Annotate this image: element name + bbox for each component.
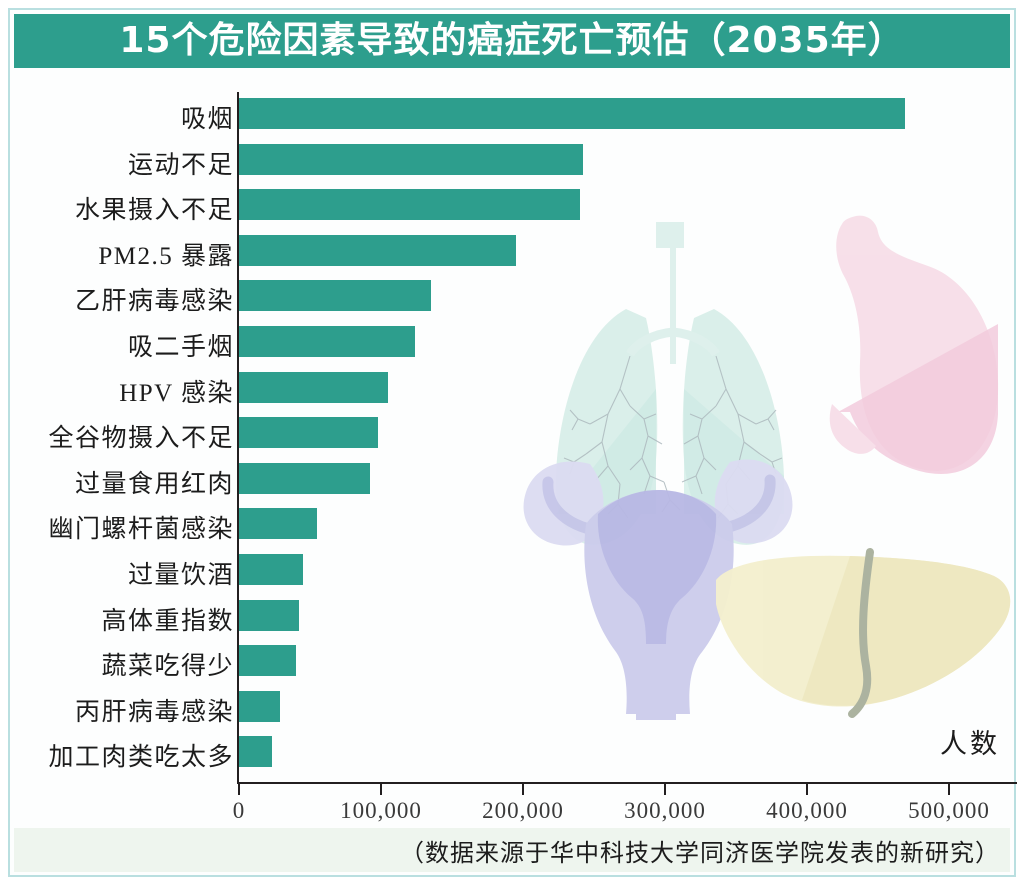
chart-title-bar: 15个危险因素导致的癌症死亡预估（2035年） xyxy=(14,14,1010,68)
bar-0 xyxy=(239,98,905,129)
y-axis-line xyxy=(237,92,239,784)
bar-12 xyxy=(239,645,296,677)
category-label-4: 乙肝病毒感染 xyxy=(74,288,234,316)
x-tick-label-4: 400,000 xyxy=(766,798,848,823)
x-tick-5 xyxy=(948,784,950,795)
bar-7 xyxy=(239,417,379,449)
bar-3 xyxy=(239,234,516,266)
bar-9 xyxy=(239,508,318,540)
source-note-text: （数据来源于华中科技大学同济医学院发表的新研究） xyxy=(400,840,1000,867)
x-tick-4 xyxy=(806,784,808,795)
bar-6 xyxy=(239,371,389,403)
category-label-12: 蔬菜吃得少 xyxy=(101,653,234,681)
x-tick-3 xyxy=(664,784,666,795)
category-label-8: 过量食用红肉 xyxy=(74,470,234,498)
category-label-1: 运动不足 xyxy=(127,151,234,179)
lungs-icon xyxy=(555,222,785,545)
x-axis-unit-label: 人数 xyxy=(940,729,1000,759)
x-tick-label-0: 0 xyxy=(232,798,246,823)
x-axis-line xyxy=(237,782,1017,784)
uterus-icon xyxy=(523,459,793,720)
liver-icon xyxy=(716,548,1011,718)
category-label-6: HPV 感染 xyxy=(119,379,234,407)
plot-area: 0 100,000 200,000 300,000 400,000 500,00… xyxy=(0,74,1024,823)
category-label-13: 丙肝病毒感染 xyxy=(74,698,234,726)
category-label-3: PM2.5 暴露 xyxy=(98,242,234,270)
x-tick-label-3: 300,000 xyxy=(624,798,706,823)
bar-14 xyxy=(239,736,272,768)
bar-5 xyxy=(239,326,416,357)
stomach-icon xyxy=(829,215,999,474)
category-label-5: 吸二手烟 xyxy=(127,334,234,361)
page-title: 15个危险因素导致的癌症死亡预估（2035年） xyxy=(119,20,905,61)
category-label-9: 幽门螺杆菌感染 xyxy=(48,516,234,544)
category-label-7: 全谷物摄入不足 xyxy=(48,425,234,453)
category-label-10: 过量饮酒 xyxy=(127,562,234,589)
category-label-2: 水果摄入不足 xyxy=(74,197,234,225)
category-label-11: 高体重指数 xyxy=(101,607,234,635)
bar-4 xyxy=(239,280,431,312)
x-tick-0 xyxy=(238,784,240,795)
bar-13 xyxy=(239,690,281,722)
x-tick-label-5: 500,000 xyxy=(908,798,990,823)
bar-10 xyxy=(239,554,303,585)
x-tick-2 xyxy=(522,784,524,795)
x-tick-label-1: 100,000 xyxy=(340,798,422,823)
bar-11 xyxy=(239,599,299,631)
source-note: （数据来源于华中科技大学同济医学院发表的新研究） xyxy=(14,828,1010,872)
x-tick-1 xyxy=(380,784,382,795)
category-label-0: 吸烟 xyxy=(180,106,234,133)
bar-8 xyxy=(239,462,370,494)
bar-2 xyxy=(239,189,580,221)
x-tick-label-2: 200,000 xyxy=(482,798,564,823)
bar-1 xyxy=(239,143,583,175)
category-label-14: 加工肉类吃太多 xyxy=(48,744,234,772)
organ-illustration xyxy=(430,214,1024,734)
